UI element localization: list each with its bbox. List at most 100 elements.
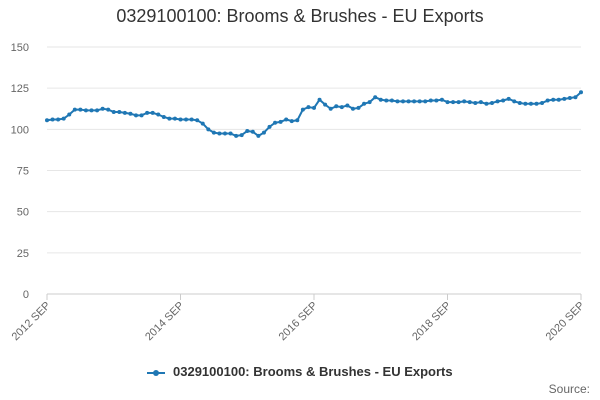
data-point[interactable] xyxy=(356,105,361,110)
data-point[interactable] xyxy=(95,108,100,113)
data-point[interactable] xyxy=(534,101,539,106)
data-point[interactable] xyxy=(434,98,439,103)
data-point[interactable] xyxy=(328,106,333,111)
data-point[interactable] xyxy=(245,128,250,133)
data-point[interactable] xyxy=(284,117,289,122)
data-point[interactable] xyxy=(278,119,283,124)
data-point[interactable] xyxy=(150,110,155,115)
data-point[interactable] xyxy=(384,98,389,103)
data-point[interactable] xyxy=(412,99,417,104)
data-point[interactable] xyxy=(122,110,127,115)
legend-label: 0329100100: Brooms & Brushes - EU Export… xyxy=(173,364,453,379)
data-point[interactable] xyxy=(228,131,233,136)
data-point[interactable] xyxy=(223,131,227,136)
data-point[interactable] xyxy=(200,121,205,126)
data-point[interactable] xyxy=(350,106,355,111)
data-point[interactable] xyxy=(339,105,344,110)
data-point[interactable] xyxy=(389,98,394,103)
data-point[interactable] xyxy=(300,107,305,112)
data-point[interactable] xyxy=(490,100,494,105)
data-point[interactable] xyxy=(167,116,172,121)
data-point[interactable] xyxy=(117,110,122,115)
data-point[interactable] xyxy=(295,118,300,123)
data-point[interactable] xyxy=(273,120,278,125)
data-point[interactable] xyxy=(406,99,411,104)
data-point[interactable] xyxy=(100,106,105,111)
data-point[interactable] xyxy=(111,110,116,115)
data-point[interactable] xyxy=(334,104,339,109)
data-point[interactable] xyxy=(567,96,572,101)
data-point[interactable] xyxy=(573,95,578,100)
data-point[interactable] xyxy=(373,95,378,100)
data-point[interactable] xyxy=(501,98,506,103)
data-point[interactable] xyxy=(234,133,239,138)
data-point[interactable] xyxy=(189,117,194,122)
data-point[interactable] xyxy=(156,112,161,117)
data-point[interactable] xyxy=(134,113,138,118)
data-point[interactable] xyxy=(506,96,511,101)
data-point[interactable] xyxy=(83,108,88,113)
data-point[interactable] xyxy=(478,100,483,105)
data-point[interactable] xyxy=(395,99,400,104)
data-point[interactable] xyxy=(367,100,372,105)
data-point[interactable] xyxy=(528,101,533,106)
data-point[interactable] xyxy=(178,117,183,122)
data-point[interactable] xyxy=(456,100,461,105)
data-point[interactable] xyxy=(439,97,444,102)
data-point[interactable] xyxy=(378,97,383,102)
data-point[interactable] xyxy=(428,98,433,103)
data-point[interactable] xyxy=(451,100,456,105)
data-point[interactable] xyxy=(206,127,211,132)
data-point[interactable] xyxy=(195,118,200,123)
data-point[interactable] xyxy=(211,130,216,135)
data-point[interactable] xyxy=(261,130,266,135)
data-point[interactable] xyxy=(462,99,467,104)
data-point[interactable] xyxy=(267,124,272,129)
data-point[interactable] xyxy=(540,100,545,105)
data-point[interactable] xyxy=(445,100,450,105)
data-point[interactable] xyxy=(323,102,328,107)
data-point[interactable] xyxy=(45,118,49,123)
data-point[interactable] xyxy=(484,101,489,106)
x-tick-label: 2020 SEP xyxy=(544,300,588,344)
data-point[interactable] xyxy=(423,99,428,104)
data-point[interactable] xyxy=(217,131,222,136)
data-point[interactable] xyxy=(362,101,367,106)
data-point[interactable] xyxy=(50,117,55,122)
data-point[interactable] xyxy=(184,117,189,122)
data-point[interactable] xyxy=(579,90,583,95)
data-point[interactable] xyxy=(67,112,72,117)
data-point[interactable] xyxy=(512,99,517,104)
data-point[interactable] xyxy=(495,99,500,104)
data-point[interactable] xyxy=(78,107,83,112)
data-point[interactable] xyxy=(545,98,550,103)
data-point[interactable] xyxy=(250,129,255,134)
data-point[interactable] xyxy=(345,103,350,108)
data-point[interactable] xyxy=(161,114,166,119)
data-point[interactable] xyxy=(139,113,144,118)
data-point[interactable] xyxy=(72,107,77,112)
data-point[interactable] xyxy=(523,101,528,106)
data-point[interactable] xyxy=(551,97,556,102)
data-point[interactable] xyxy=(128,111,133,116)
data-point[interactable] xyxy=(106,107,111,112)
data-point[interactable] xyxy=(256,133,261,138)
data-point[interactable] xyxy=(61,116,66,121)
data-point[interactable] xyxy=(289,119,294,124)
data-point[interactable] xyxy=(556,97,561,102)
data-point[interactable] xyxy=(467,100,472,105)
data-point[interactable] xyxy=(562,96,567,101)
data-point[interactable] xyxy=(306,105,311,110)
data-point[interactable] xyxy=(517,100,522,105)
data-point[interactable] xyxy=(312,105,316,110)
data-point[interactable] xyxy=(56,117,61,122)
data-point[interactable] xyxy=(417,99,422,104)
data-point[interactable] xyxy=(145,110,150,115)
legend[interactable]: 0329100100: Brooms & Brushes - EU Export… xyxy=(0,364,600,379)
data-point[interactable] xyxy=(401,99,405,104)
data-point[interactable] xyxy=(172,116,177,121)
data-point[interactable] xyxy=(473,100,478,105)
data-point[interactable] xyxy=(317,97,322,102)
data-point[interactable] xyxy=(239,133,244,138)
data-point[interactable] xyxy=(89,108,94,113)
